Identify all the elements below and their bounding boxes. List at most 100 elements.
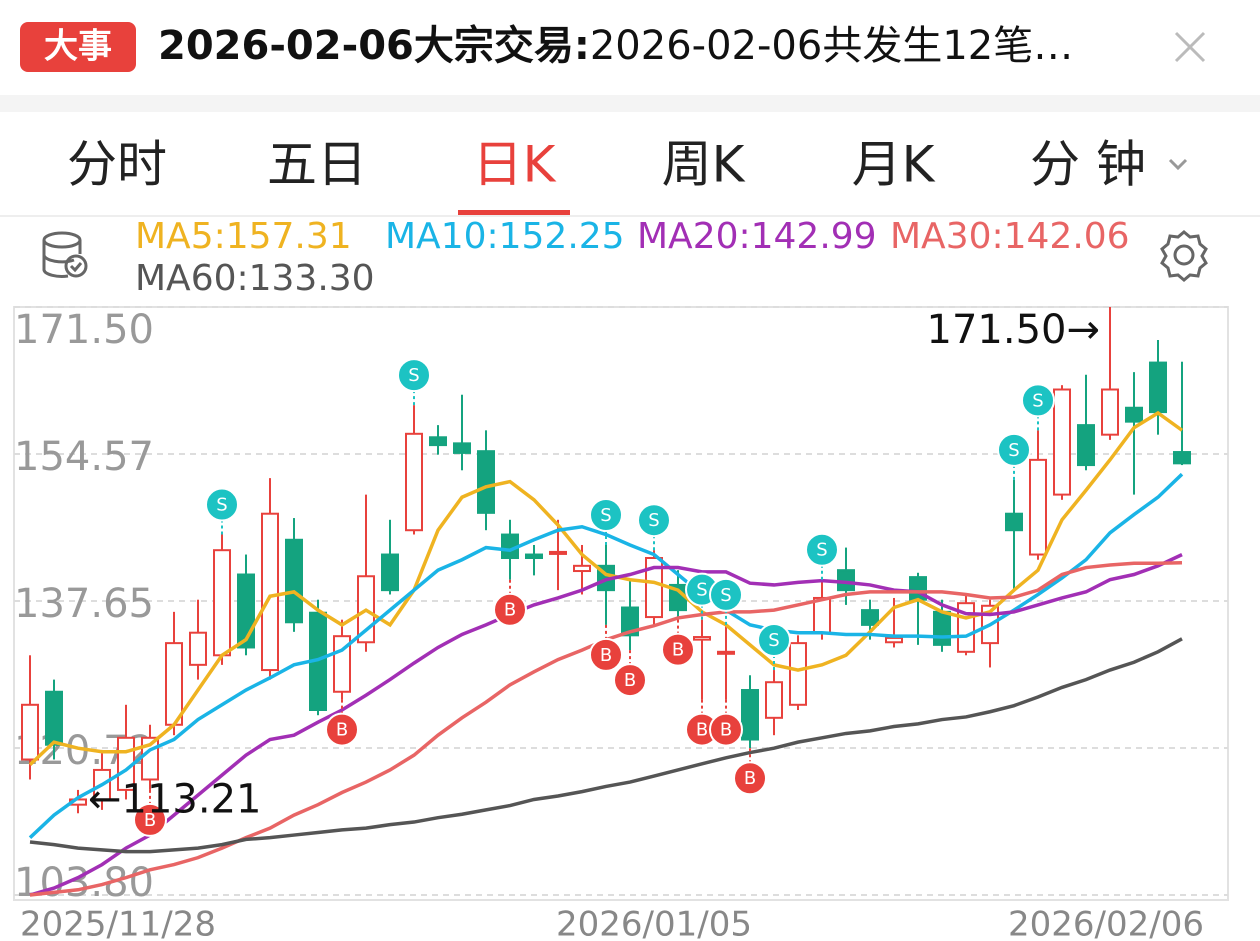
signal-marker — [205, 487, 239, 522]
signal-marker — [613, 663, 647, 698]
candle-body — [861, 609, 879, 626]
headline-rest: 2026-02-06共发生12笔… — [590, 23, 1073, 69]
candle-body — [285, 538, 303, 624]
candle-body — [885, 636, 903, 644]
signal-marker — [661, 632, 695, 667]
ma-line — [28, 410, 1184, 766]
signal-label: S — [720, 585, 731, 606]
min-label: ←113.21 — [88, 776, 261, 822]
signal-label: B — [504, 600, 516, 621]
candle-body — [813, 596, 831, 634]
signal-label: B — [672, 640, 684, 661]
legend-entry: MA5:157.31 — [135, 216, 352, 257]
candle-body — [933, 610, 951, 646]
candle-body — [645, 557, 663, 619]
signal-marker — [1021, 383, 1055, 418]
candle-body — [1101, 388, 1119, 436]
y-tick-label: 137.65 — [14, 581, 154, 627]
candle-body — [741, 689, 759, 741]
ma-line — [29, 553, 1183, 897]
tab-underline — [458, 210, 570, 215]
signal-label: B — [144, 810, 156, 831]
candle-body — [1173, 451, 1191, 465]
candle-body — [549, 550, 567, 555]
candle-body — [1053, 388, 1071, 496]
headline-bold: 2026-02-06大宗交易: — [158, 23, 590, 69]
candle-body — [789, 642, 807, 706]
candle-body — [765, 681, 783, 719]
candle-body — [1125, 406, 1143, 423]
signal-marker — [805, 532, 839, 567]
candle-body — [405, 432, 423, 532]
signal-label: S — [768, 630, 779, 651]
candle-body — [165, 642, 183, 726]
max-label: 171.50→ — [927, 307, 1100, 353]
candle-body — [573, 564, 591, 573]
candle-body — [1005, 512, 1023, 532]
signal-marker — [397, 358, 431, 393]
tab[interactable]: 周K — [662, 136, 746, 194]
candle-body — [213, 549, 231, 657]
signal-label: S — [216, 495, 227, 516]
signal-label: B — [720, 720, 732, 741]
signal-label: S — [1032, 390, 1043, 411]
legend-entry: MA20:142.99 — [637, 216, 877, 257]
headline[interactable]: 2026-02-06大宗交易:2026-02-06共发生12笔… — [158, 23, 1073, 69]
tab[interactable]: 分 钟 — [1030, 136, 1146, 194]
candle-body — [189, 631, 207, 666]
signal-label: B — [696, 720, 708, 741]
signal-marker — [589, 637, 623, 672]
candle-body — [21, 703, 39, 761]
legend-entry: MA10:152.25 — [385, 216, 625, 257]
signal-marker — [757, 623, 791, 658]
signal-label: S — [696, 580, 707, 601]
signal-label: S — [816, 540, 827, 561]
signal-marker — [325, 712, 359, 747]
candle-body — [717, 650, 735, 655]
tab[interactable]: 日K — [473, 136, 557, 194]
signal-label: B — [600, 645, 612, 666]
data-icon[interactable] — [42, 231, 88, 278]
badge — [20, 22, 136, 72]
legend-entry: MA60:133.30 — [135, 258, 375, 299]
y-tick-label: 154.57 — [14, 434, 154, 480]
signal-marker — [997, 432, 1031, 467]
signal-marker — [637, 503, 671, 538]
x-tick-label: 2026/01/05 — [556, 905, 752, 941]
y-tick-label: 171.50 — [14, 307, 154, 353]
x-tick-label: 2025/11/28 — [20, 905, 216, 941]
signal-label: S — [600, 505, 611, 526]
signal-label: S — [1008, 440, 1019, 461]
close-button[interactable] — [1174, 31, 1206, 63]
candle-body — [429, 436, 447, 447]
settings-icon[interactable] — [1160, 230, 1208, 282]
candle-body — [477, 450, 495, 514]
signal-marker — [709, 712, 743, 747]
signal-marker — [709, 577, 743, 612]
candle-body — [621, 606, 639, 637]
signal-marker — [133, 802, 167, 837]
signal-marker — [589, 497, 623, 532]
ma-line — [28, 472, 1184, 839]
signal-marker — [493, 592, 527, 627]
signal-label: S — [648, 510, 659, 531]
candle-body — [45, 690, 63, 746]
candle-body — [1149, 361, 1167, 414]
candle-body — [525, 553, 543, 560]
legend-entry: MA30:142.06 — [890, 216, 1130, 257]
candle-body — [1029, 458, 1047, 556]
tab[interactable]: 分时 — [67, 136, 167, 194]
tab[interactable]: 月K — [852, 136, 936, 194]
signal-label: B — [744, 768, 756, 789]
candle-body — [261, 512, 279, 672]
y-tick-label: 103.80 — [14, 860, 154, 906]
signal-label: B — [624, 670, 636, 691]
tab[interactable]: 五日 — [267, 136, 367, 194]
candle-body — [381, 553, 399, 592]
candle-body — [693, 636, 711, 641]
signal-marker — [733, 761, 767, 796]
signal-label: S — [408, 365, 419, 386]
chevron[interactable] — [1168, 158, 1188, 171]
candle-body — [1077, 424, 1095, 467]
